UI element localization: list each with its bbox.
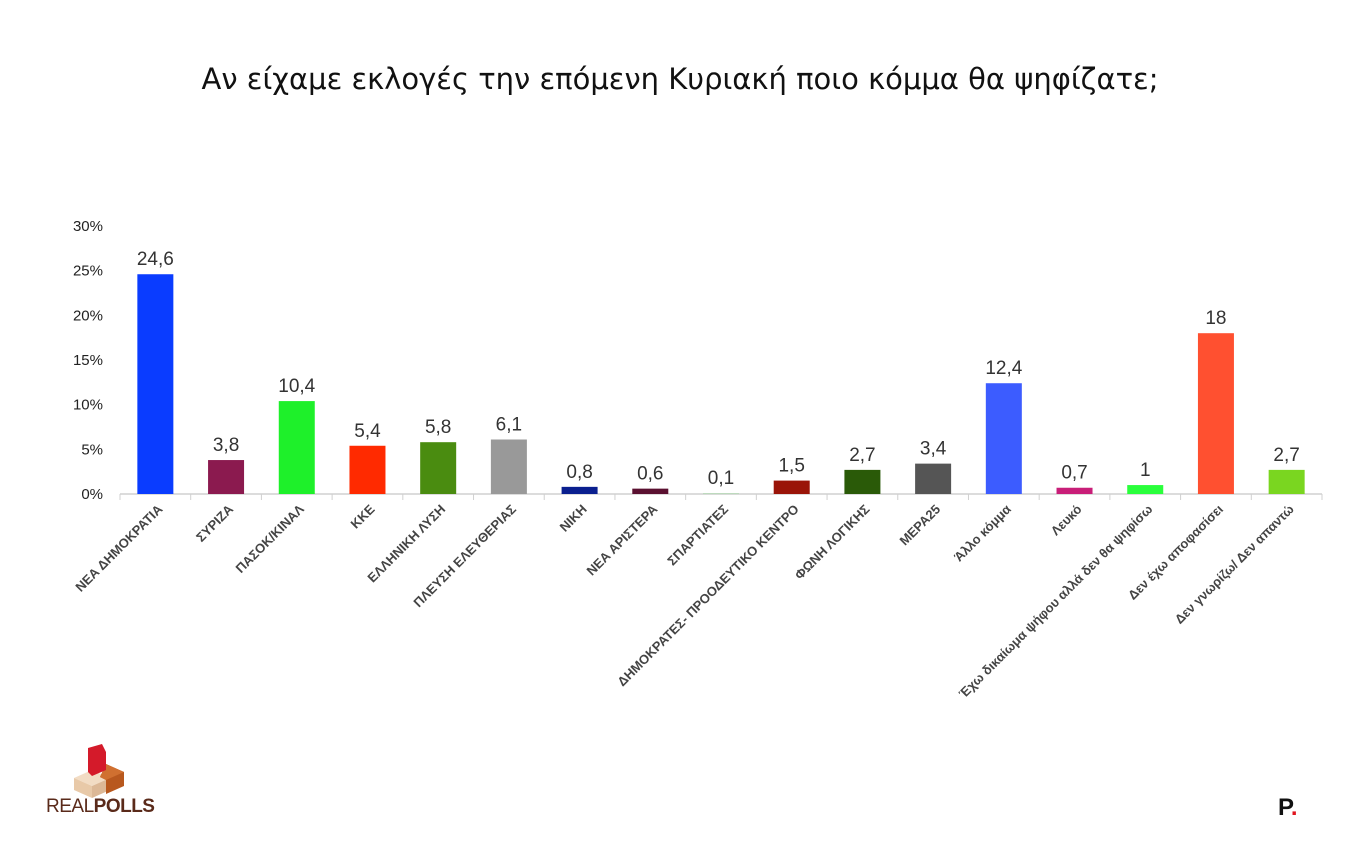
bar: [1056, 487, 1093, 494]
x-tick-label: ΣΠΑΡΤΙΑΤΕΣ: [664, 501, 731, 568]
chart-title: Αν είχαμε εκλογές την επόμενη Κυριακή πο…: [201, 62, 1159, 96]
x-tick-label: ΝΕΑ ΑΡΙΣΤΕΡΑ: [584, 501, 661, 578]
data-label: 6,1: [496, 415, 522, 436]
bar: [632, 488, 669, 494]
x-tick-label: ΣΥΡΙΖΑ: [193, 501, 237, 545]
y-tick-label: 20%: [73, 307, 103, 324]
bar: [278, 401, 315, 494]
data-label: 0,8: [566, 462, 592, 483]
data-label: 1,5: [778, 456, 804, 477]
x-tick-label: ΠΑΣΟΚ/ΚΙΝΑΛ: [233, 501, 308, 576]
y-tick-label: 5%: [81, 441, 103, 458]
data-label: 0,1: [708, 468, 734, 489]
y-tick-label: 30%: [73, 218, 103, 235]
y-tick-label: 25%: [73, 263, 103, 280]
data-label: 18: [1205, 308, 1226, 329]
x-tick-label: ΜΕΡΑ25: [897, 502, 944, 549]
publisher-logo: P.: [1278, 794, 1298, 821]
bar: [208, 460, 245, 494]
y-tick-label: 10%: [73, 397, 103, 414]
realpolls-logo-text: REALPOLLS: [46, 796, 155, 817]
bar: [703, 493, 739, 495]
x-tick-label: Άλλο κόμμα: [951, 502, 1014, 565]
data-label: 10,4: [278, 376, 315, 397]
bar: [420, 442, 457, 494]
x-tick-label: ΦΩΝΗ ΛΟΓΙΚΗΣ: [792, 501, 873, 582]
bar: [1197, 333, 1234, 494]
y-tick-label: 0%: [81, 486, 103, 503]
x-tick-label: Δεν γνωρίζω/ Δεν απαντώ: [1172, 502, 1297, 627]
x-tick-label: ΚΚΕ: [348, 501, 378, 531]
x-tick-label: Λευκό: [1048, 501, 1085, 538]
y-tick-label: 15%: [73, 352, 103, 369]
bar: [1127, 485, 1164, 494]
bar: [773, 480, 810, 494]
bar: [490, 439, 527, 494]
data-label: 2,7: [849, 445, 875, 466]
x-tick-label: ΝΙΚΗ: [557, 502, 590, 535]
data-label: 2,7: [1273, 445, 1299, 466]
realpolls-logo-cubes: [74, 744, 124, 798]
data-label: 24,6: [137, 249, 174, 270]
bar: [561, 486, 598, 494]
bar: [137, 274, 174, 494]
data-label: 3,4: [920, 439, 947, 460]
data-label: 0,6: [637, 464, 663, 485]
data-label: 3,8: [213, 435, 239, 456]
data-label: 1: [1140, 460, 1151, 481]
data-label: 5,4: [354, 421, 381, 442]
data-label: 0,7: [1061, 463, 1087, 484]
data-label: 5,8: [425, 417, 451, 438]
bar: [1268, 469, 1305, 494]
bar: [844, 469, 881, 494]
data-label: 12,4: [985, 358, 1022, 379]
bar: [915, 463, 952, 494]
bar: [349, 445, 386, 494]
bar: [985, 383, 1022, 494]
x-tick-label: ΝΕΑ ΔΗΜΟΚΡΑΤΙΑ: [72, 501, 165, 594]
